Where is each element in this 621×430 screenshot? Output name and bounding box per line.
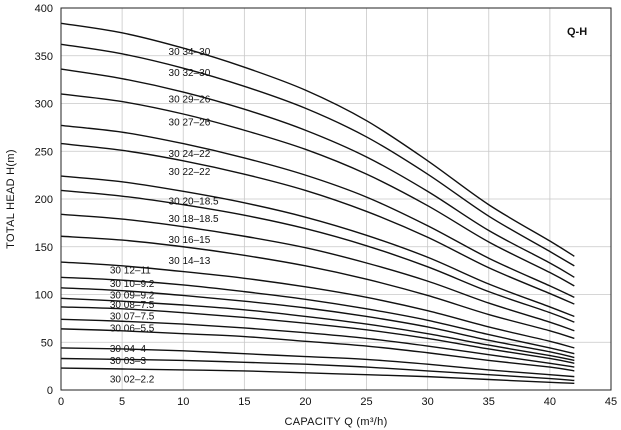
curve-label: 30 27–26: [169, 117, 211, 128]
y-tick-label: 100: [35, 290, 53, 302]
curve-line: [60, 306, 575, 364]
curve-line: [60, 347, 575, 378]
y-tick-label: 0: [47, 385, 53, 397]
curve-label: 30 18–18.5: [169, 214, 219, 225]
curve-label: 30 02–2.2: [110, 374, 155, 385]
y-tick-label: 200: [35, 194, 53, 206]
x-axis-title: CAPACITY Q (m³/h): [284, 416, 387, 428]
y-tick-label: 50: [41, 337, 53, 349]
y-tick-label: 350: [35, 51, 53, 63]
curve-line: [60, 213, 575, 332]
curve-label: 30 09–9.2: [110, 290, 155, 301]
curve-label: 30 16–15: [169, 235, 211, 246]
x-tick-label: 35: [483, 396, 495, 408]
plot-frame: [60, 7, 612, 391]
curve-line: [60, 124, 575, 299]
y-tick-label: 300: [35, 99, 53, 111]
curve-label: 30 32–30: [169, 68, 211, 79]
curve-line: [60, 261, 575, 349]
curve-line: [60, 276, 575, 355]
curve-label: 30 22–22: [169, 167, 211, 178]
curve-label: 30 08–7.5: [110, 300, 155, 311]
curve-label: 30 24–22: [169, 149, 211, 160]
curve-line: [60, 318, 575, 368]
x-tick-label: 30: [422, 396, 434, 408]
curve-line: [60, 175, 575, 318]
x-tick-label: 25: [360, 396, 372, 408]
curve-label: 30 07–7.5: [110, 311, 155, 322]
axis-ticks: 0 5 10 15 20 25 30 35 40 45 0 50 100 150 200 250 300 350 4…: [35, 3, 617, 408]
curve-line: [60, 287, 575, 359]
x-tick-label: 0: [58, 396, 64, 408]
curve-label: 30 29–26: [169, 95, 211, 106]
curve-label: 30 04–4: [110, 344, 147, 355]
curve-line: [60, 235, 575, 340]
x-tick-label: 10: [177, 396, 189, 408]
y-tick-label: 250: [35, 146, 53, 158]
curve-labels: 30 34–30 30 32–30 30 29–26 30 27–26 30 24–22…: [110, 47, 219, 386]
curve-line: [60, 22, 575, 257]
curve-label: 30 10–9.2: [110, 279, 155, 290]
curve-label: 30 03–3: [110, 356, 147, 367]
performance-curves: [60, 22, 575, 385]
curve-label: 30 14–13: [169, 256, 211, 267]
x-tick-label: 5: [119, 396, 125, 408]
chart-badge: Q-H: [567, 26, 587, 38]
x-tick-label: 40: [544, 396, 556, 408]
curve-line: [60, 328, 575, 372]
y-tick-label: 400: [35, 3, 53, 15]
curve-line: [60, 68, 575, 278]
x-tick-label: 15: [238, 396, 250, 408]
y-tick-label: 150: [35, 242, 53, 254]
curve-line: [60, 93, 575, 287]
curve-line: [60, 367, 575, 385]
curve-label: 30 06–5.5: [110, 324, 155, 335]
curve-line: [60, 43, 575, 267]
x-tick-label: 20: [299, 396, 311, 408]
curve-label: 30 12–11: [110, 265, 151, 276]
curve-label: 30 34–30: [169, 47, 211, 58]
y-axis-title: TOTAL HEAD H(m): [5, 149, 17, 249]
curve-line: [60, 357, 575, 382]
curve-label: 30 20–18.5: [169, 197, 219, 208]
curve-line: [60, 189, 575, 323]
curve-line: [60, 142, 575, 305]
curve-line: [60, 297, 575, 362]
x-tick-label: 45: [605, 396, 617, 408]
